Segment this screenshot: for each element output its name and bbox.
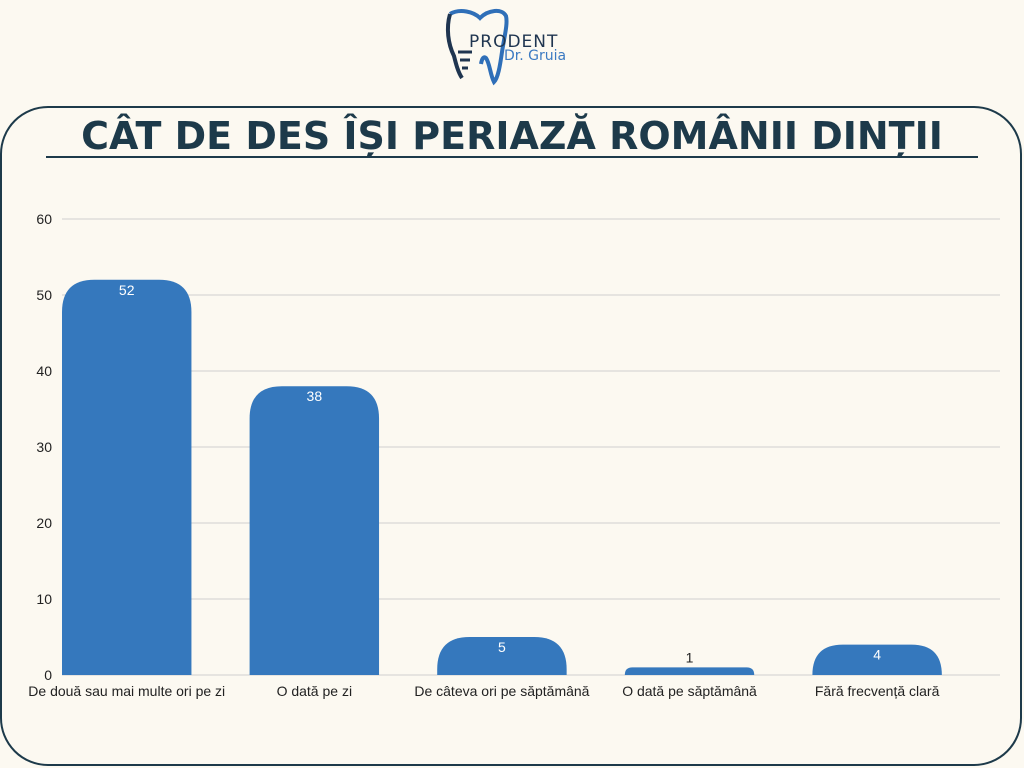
- logo-brand-text: PRODENT: [469, 32, 559, 52]
- data-label: 38: [307, 388, 323, 404]
- bar: [624, 667, 755, 675]
- x-category-label: De două sau mai multe ori pe zi: [28, 683, 225, 699]
- title-underline: [46, 156, 978, 158]
- bar: [249, 386, 380, 675]
- y-tick-label: 50: [36, 287, 52, 303]
- x-category-label: De câteva ori pe săptămână: [414, 683, 589, 699]
- data-label: 52: [119, 282, 135, 298]
- prodent-logo: PRODENT Dr. Gruia: [444, 8, 584, 88]
- y-tick-label: 10: [36, 591, 52, 607]
- y-tick-label: 20: [36, 515, 52, 531]
- tooth-logo-icon: [445, 9, 509, 86]
- x-category-label: O dată pe zi: [277, 683, 353, 699]
- logo-doctor-text: Dr. Gruia: [504, 48, 567, 64]
- data-label: 1: [686, 649, 694, 665]
- bar: [812, 644, 942, 675]
- chart-title: CÂT DE DES ÎȘI PERIAZĂ ROMÂNII DINȚII: [81, 114, 943, 158]
- y-tick-label: 40: [36, 363, 52, 379]
- x-category-label: O dată pe săptămână: [622, 683, 757, 699]
- y-tick-label: 30: [36, 439, 52, 455]
- data-label: 4: [873, 647, 881, 663]
- x-category-label: Fără frecvență clară: [815, 683, 940, 699]
- y-tick-label: 0: [44, 667, 52, 683]
- chart-frame: [0, 106, 1022, 766]
- y-tick-label: 60: [36, 211, 52, 227]
- bar: [437, 637, 567, 675]
- bar: [62, 279, 192, 675]
- data-label: 5: [498, 639, 506, 655]
